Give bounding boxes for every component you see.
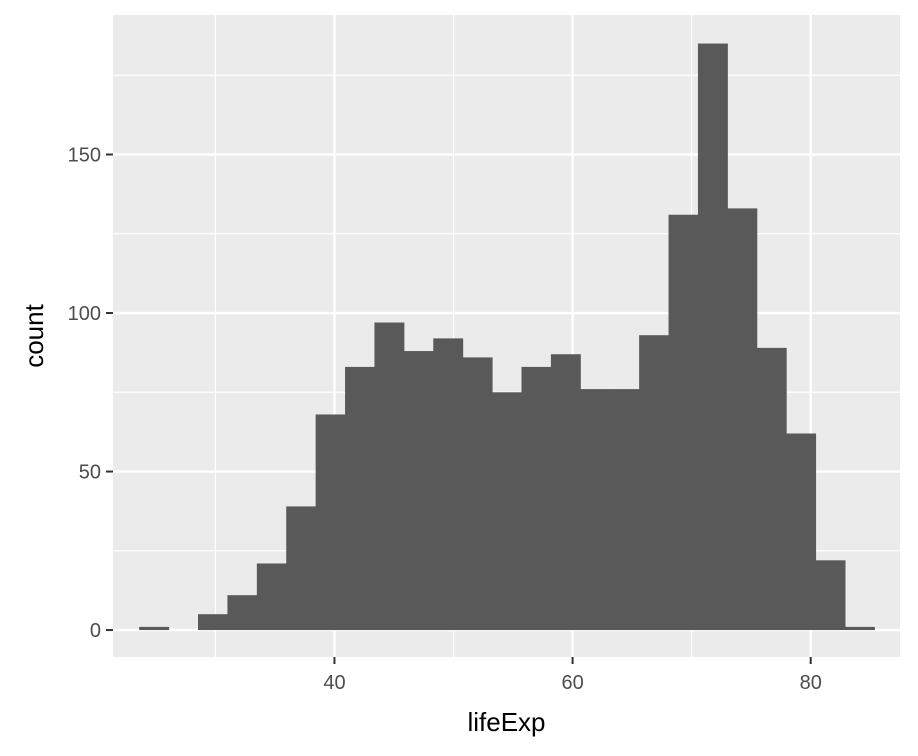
histogram-bar [521,366,552,631]
y-axis: 0 50 100 150 [68,144,113,642]
x-tick-label: 60 [561,672,583,694]
histogram-bar [609,389,640,631]
histogram-bar [786,433,817,631]
histogram-bar [403,351,434,631]
y-tick-label: 150 [68,144,101,166]
histogram-bar [668,214,699,631]
histogram-bar [139,626,170,631]
histogram-bar [286,506,317,631]
histogram-bar [580,389,611,631]
y-axis-title: count [19,303,49,367]
histogram-bar [639,335,670,631]
x-axis-title: lifeExp [467,707,545,737]
histogram-bar [815,560,846,631]
histogram-bar [756,347,787,631]
histogram-bar [198,614,228,631]
y-tick-label: 100 [68,303,101,325]
histogram-bar [315,414,346,631]
histogram-bar [492,392,523,631]
histogram-bar [550,354,581,631]
x-tick-label: 40 [323,672,345,694]
x-axis: 40 60 80 [323,657,822,694]
y-tick-label: 50 [79,462,101,484]
histogram-bar [697,43,728,631]
y-tick-label: 0 [90,620,101,642]
histogram-bar [345,366,375,631]
histogram-bar [256,563,287,631]
histogram-bar [844,626,875,631]
x-tick-label: 80 [800,672,822,694]
histogram-bar [227,595,258,631]
histogram-bars [139,43,875,631]
histogram-bar [374,322,405,631]
histogram-bar [727,208,758,631]
histogram-bar [462,357,493,631]
histogram-bar [433,338,464,631]
